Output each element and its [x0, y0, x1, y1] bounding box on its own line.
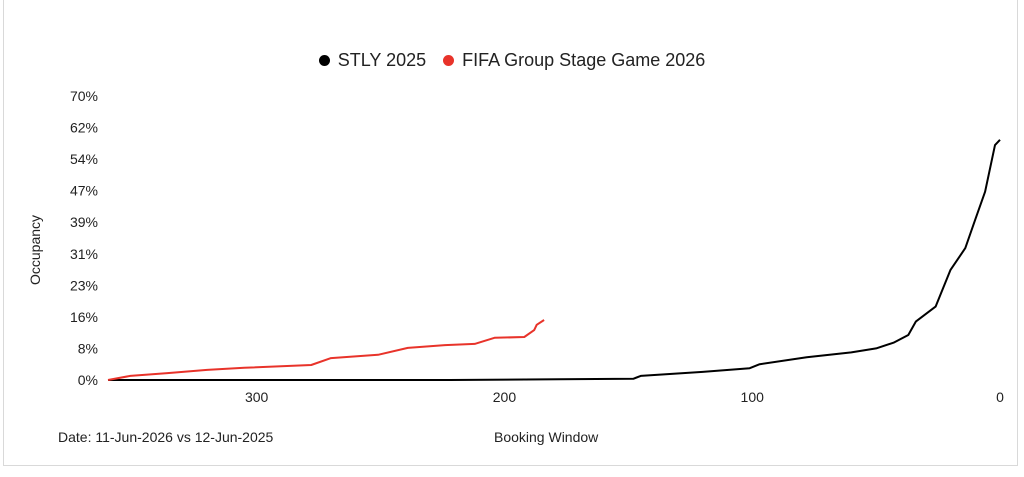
y-tick-label: 62%: [70, 120, 98, 136]
y-tick-label: 23%: [70, 277, 98, 293]
legend: STLY 2025 FIFA Group Stage Game 2026: [0, 50, 1024, 71]
legend-dot-icon: [443, 55, 455, 66]
legend-label: FIFA Group Stage Game 2026: [462, 50, 706, 70]
y-tick-label: 47%: [70, 183, 98, 199]
legend-item-stly[interactable]: STLY 2025: [318, 50, 427, 71]
series-line-0: [108, 139, 1001, 381]
x-tick-label: 0: [996, 389, 1004, 405]
x-tick-label: 100: [741, 389, 765, 405]
legend-item-fifa[interactable]: FIFA Group Stage Game 2026: [443, 50, 705, 71]
y-tick-label: 16%: [70, 309, 98, 325]
x-tick-label: 300: [245, 389, 269, 405]
x-tick-label: 200: [493, 389, 517, 405]
y-tick-label: 0%: [78, 372, 98, 388]
y-tick-label: 54%: [70, 151, 98, 167]
y-tick-label: 39%: [70, 214, 98, 230]
y-tick-label: 70%: [70, 88, 98, 104]
legend-dot-icon: [318, 55, 330, 66]
date-footnote: Date: 11-Jun-2026 vs 12-Jun-2025: [58, 429, 274, 445]
chart-panel: [3, 0, 1018, 466]
series-line-1: [107, 319, 545, 381]
y-tick-label: 8%: [78, 340, 98, 356]
x-axis-label: Booking Window: [494, 429, 599, 445]
y-axis-label: Occupancy: [27, 215, 43, 285]
legend-label: STLY 2025: [337, 50, 427, 70]
y-tick-label: 31%: [70, 246, 98, 262]
